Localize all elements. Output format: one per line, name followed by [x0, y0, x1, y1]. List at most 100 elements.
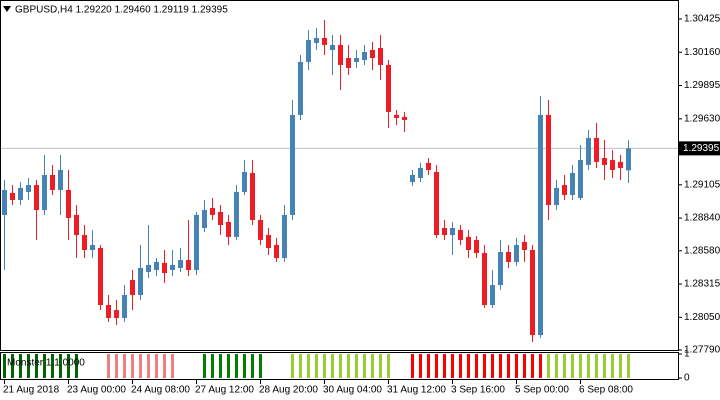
indicator-bar: [619, 354, 622, 378]
candle-body: [578, 160, 583, 198]
candle-body: [138, 267, 143, 295]
candle-body: [42, 174, 47, 211]
indicator-bar: [483, 354, 486, 378]
candle-body: [90, 244, 95, 250]
candle-body: [274, 244, 279, 259]
candle-body: [522, 241, 527, 250]
candle-body: [50, 174, 55, 190]
candle-body: [10, 192, 15, 200]
candle-body: [346, 58, 351, 68]
candle-body: [298, 61, 303, 115]
candle-body: [362, 52, 367, 61]
candle-body: [162, 262, 167, 273]
indicator-bar: [459, 354, 462, 378]
indicator-bar: [587, 354, 590, 378]
candle-body: [514, 244, 519, 262]
indicator-bar: [315, 354, 318, 378]
indicator-bar: [19, 354, 22, 378]
indicator-bar: [363, 354, 366, 378]
indicator-bar: [307, 354, 310, 378]
candle-body: [58, 169, 63, 190]
indicator-bar: [435, 354, 438, 378]
candle-body: [234, 191, 239, 237]
indicator-bar: [35, 354, 38, 378]
indicator-bar: [219, 354, 222, 378]
indicator-bar: [491, 354, 494, 378]
indicator-bar: [611, 354, 614, 378]
indicator-bar: [515, 354, 518, 378]
indicator-bar: [203, 354, 206, 378]
candle-body: [258, 219, 263, 240]
indicator-bar: [387, 354, 390, 378]
indicator-bar: [539, 354, 542, 378]
indicator-bar: [259, 354, 262, 378]
candle-body: [322, 37, 327, 45]
indicator-bar: [603, 354, 606, 378]
indicator-bar: [299, 354, 302, 378]
indicator-bar: [627, 354, 630, 378]
y-tick-label: 1.27790: [684, 345, 720, 356]
indicator-bar: [291, 354, 294, 378]
x-tick-label: 21 Aug 2018: [3, 385, 60, 396]
indicator-bar: [211, 354, 214, 378]
x-tick-label: 28 Aug 20:00: [259, 385, 318, 396]
indicator-bar: [371, 354, 374, 378]
candle-body: [34, 185, 39, 211]
candle-body: [194, 214, 199, 270]
candle-body: [546, 114, 551, 206]
candle-body: [506, 252, 511, 262]
candle-body: [586, 137, 591, 165]
candle-body: [2, 189, 7, 215]
candle-body: [466, 236, 471, 250]
x-tick-label: 6 Sep 08:00: [579, 385, 633, 396]
indicator-bar: [571, 354, 574, 378]
candle-body: [450, 228, 455, 236]
indicator-bar: [67, 354, 70, 378]
candle-body: [354, 58, 359, 62]
candle-body: [330, 44, 335, 50]
y-tick-label: 1.29105: [684, 179, 720, 190]
indicator-title: Monster 1.1 0000: [7, 358, 85, 369]
y-tick-label: 1.28840: [684, 213, 720, 224]
indicator-bar: [563, 354, 566, 378]
candle-body: [306, 39, 311, 62]
indicator-bar: [595, 354, 598, 378]
indicator-bar: [155, 354, 158, 378]
indicator-bar: [147, 354, 150, 378]
indicator-bar: [59, 354, 62, 378]
indicator-bar: [11, 354, 14, 378]
candle-body: [426, 162, 431, 170]
indicator-y-tick-label: 1: [684, 349, 690, 360]
indicator-bar: [475, 354, 478, 378]
candle-body: [410, 174, 415, 183]
candle-body: [386, 64, 391, 112]
candle-body: [250, 172, 255, 220]
candle-body: [82, 235, 87, 250]
candle-body: [530, 249, 535, 336]
indicator-bar: [3, 354, 6, 378]
indicator-bar: [27, 354, 30, 378]
candle-body: [402, 116, 407, 120]
indicator-bar: [43, 354, 46, 378]
indicator-bar: [243, 354, 246, 378]
indicator-bar: [451, 354, 454, 378]
y-tick-label: 1.28580: [684, 245, 720, 256]
indicator-bar: [547, 354, 550, 378]
candle-body: [618, 161, 623, 168]
candle-body: [226, 221, 231, 237]
candle-body: [114, 310, 119, 318]
current-price-label: 1.29395: [683, 143, 720, 154]
x-tick-label: 27 Aug 12:00: [195, 385, 254, 396]
indicator-bar: [331, 354, 334, 378]
candle-body: [242, 171, 247, 192]
chart-title: GBPUSD,H4 1.29220 1.29460 1.29119 1.2939…: [15, 5, 228, 16]
indicator-bar: [411, 354, 414, 378]
candle-body: [18, 187, 23, 200]
candle-body: [554, 187, 559, 206]
indicator-bar: [419, 354, 422, 378]
x-tick-label: 3 Sep 16:00: [451, 385, 505, 396]
current-price-box: [679, 141, 720, 156]
candle-body: [490, 285, 495, 306]
y-tick-label: 1.30425: [684, 14, 720, 25]
